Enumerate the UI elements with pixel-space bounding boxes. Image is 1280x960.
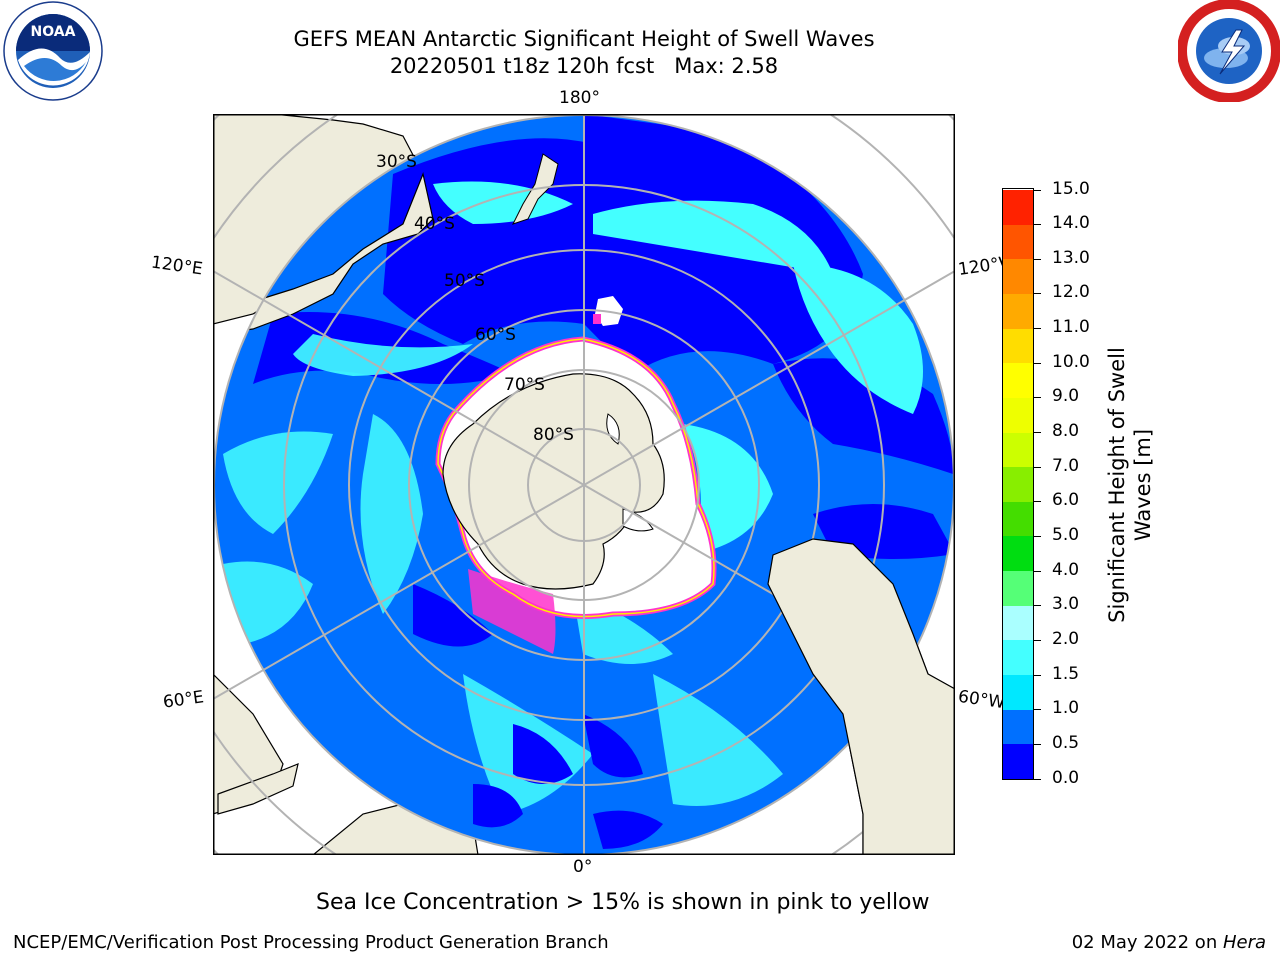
colorbar-tick-label: 11.0 (1052, 317, 1090, 338)
lon-label-0: 0° (573, 857, 593, 877)
lon-label-60w: 60°W (956, 686, 1007, 714)
colorbar-tick (1034, 743, 1041, 745)
polar-map (213, 114, 955, 855)
colorbar-tick (1034, 432, 1041, 434)
colorbar-tick (1034, 605, 1041, 607)
colorbar-tick-label: 15.0 (1052, 178, 1090, 199)
colorbar-tick-label: 5.0 (1052, 524, 1080, 545)
svg-text:NOAA: NOAA (31, 24, 76, 40)
colorbar-segment (1003, 224, 1033, 260)
colorbar-tick-label: 13.0 (1052, 247, 1090, 268)
colorbar-segment (1003, 466, 1033, 502)
chart-subtitle: 20220501 t18z 120h fcst Max: 2.58 (389, 54, 779, 78)
colorbar-segment (1003, 570, 1033, 606)
lon-label-180: 180° (559, 88, 600, 108)
colorbar-tick-label: 9.0 (1052, 386, 1080, 407)
lat-label-60s: 60°S (475, 325, 516, 345)
footer-host: Hera (1222, 932, 1266, 953)
colorbar-segment (1003, 189, 1033, 225)
colorbar-tick (1034, 501, 1041, 503)
colorbar-segment (1003, 501, 1033, 537)
colorbar-tick (1034, 397, 1041, 399)
colorbar-segment (1003, 258, 1033, 294)
colorbar-tick-label: 10.0 (1052, 351, 1090, 372)
colorbar-tick-label: 3.0 (1052, 594, 1080, 615)
colorbar-segment (1003, 743, 1033, 779)
colorbar-segment (1003, 432, 1033, 468)
lat-label-30s: 30°S (376, 152, 417, 172)
footer-credit: NCEP/EMC/Verification Post Processing Pr… (13, 932, 609, 953)
national-weather-service-logo (1178, 0, 1280, 102)
colorbar-segment (1003, 605, 1033, 641)
colorbar-tick-label: 8.0 (1052, 421, 1080, 442)
colorbar-tick (1034, 674, 1041, 676)
colorbar-tick-label: 1.0 (1052, 698, 1080, 719)
colorbar-tick-label: 14.0 (1052, 213, 1090, 234)
swell-field (223, 115, 954, 849)
map-border (213, 114, 955, 855)
lat-label-70s: 70°S (504, 375, 545, 395)
colorbar-tick-label: 6.0 (1052, 490, 1080, 511)
colorbar-tick (1034, 466, 1041, 468)
colorbar-segment (1003, 674, 1033, 710)
colorbar-tick-label: 2.0 (1052, 628, 1080, 649)
lon-label-120e: 120°E (149, 252, 204, 280)
colorbar-tick-label: 7.0 (1052, 455, 1080, 476)
colorbar-segment (1003, 362, 1033, 398)
sea-ice-weddell (468, 569, 556, 654)
colorbar-segment (1003, 639, 1033, 676)
sea-ice-note: Sea Ice Concentration > 15% is shown in … (316, 890, 930, 915)
colorbar-tick (1034, 258, 1041, 260)
colorbar-tick (1034, 570, 1041, 572)
colorbar-tick (1034, 328, 1041, 330)
colorbar-tick-label: 0.0 (1052, 767, 1080, 788)
colorbar-tick (1034, 535, 1041, 537)
colorbar-tick-label: 0.5 (1052, 732, 1080, 753)
colorbar-tick-label: 12.0 (1052, 282, 1090, 303)
colorbar-title: Significant Height of Swell Waves [m] (1105, 347, 1155, 623)
colorbar-tick-label: 4.0 (1052, 559, 1080, 580)
lon-label-60e: 60°E (161, 687, 206, 713)
colorbar-segment (1003, 535, 1033, 572)
colorbar-segment (1003, 397, 1033, 433)
south-america (767, 538, 955, 855)
colorbar-tick (1034, 709, 1041, 711)
lat-label-80s: 80°S (533, 425, 574, 445)
colorbar-segment (1003, 293, 1033, 329)
colorbar-segment (1003, 328, 1033, 364)
colorbar-tick (1034, 189, 1041, 191)
colorbar-tick (1034, 362, 1041, 364)
colorbar-tick-label: 1.5 (1052, 663, 1080, 684)
colorbar-tick (1034, 293, 1041, 295)
footer-date-text: 02 May 2022 on (1071, 932, 1223, 953)
colorbar-tick (1034, 224, 1041, 226)
lat-label-50s: 50°S (444, 271, 485, 291)
colorbar-tick (1034, 778, 1041, 780)
footer-date: 02 May 2022 on Hera (1072, 932, 1266, 953)
colorbar (1002, 188, 1034, 780)
colorbar-segment (1003, 709, 1033, 745)
colorbar-tick (1034, 639, 1041, 641)
chart-title: GEFS MEAN Antarctic Significant Height o… (293, 27, 875, 51)
noaa-logo: NOAA (3, 1, 103, 101)
lat-label-40s: 40°S (414, 214, 455, 234)
